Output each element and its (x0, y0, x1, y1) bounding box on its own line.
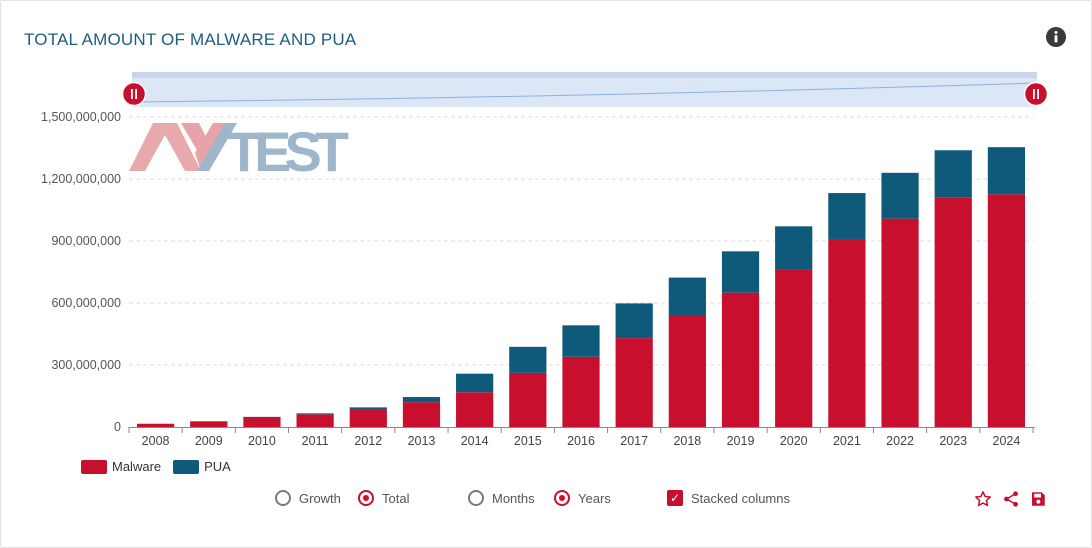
avtest-watermark: TEST (129, 120, 349, 183)
y-tick-label: 600,000,000 (51, 296, 121, 310)
x-tick-label: 2014 (461, 434, 489, 448)
bar-malware-2018[interactable] (668, 316, 706, 427)
total-radio[interactable]: Total (358, 490, 409, 506)
bar-pua-2016[interactable] (562, 325, 600, 357)
chart-title: TOTAL AMOUNT OF MALWARE AND PUA (24, 30, 357, 49)
bar-pua-2019[interactable] (721, 251, 760, 293)
bar-malware-2008[interactable] (136, 423, 175, 427)
bar-malware-2011[interactable] (296, 414, 334, 427)
bar-malware-2015[interactable] (509, 372, 547, 427)
bar-malware-2019[interactable] (721, 292, 760, 427)
bar-malware-2010[interactable] (243, 417, 281, 427)
x-tick-label: 2011 (302, 434, 329, 448)
bar-malware-2016[interactable] (562, 356, 600, 427)
bar-pua-2012[interactable] (349, 407, 387, 410)
navigator-handle-right[interactable] (1023, 81, 1049, 107)
bar-pua-2015[interactable] (509, 346, 547, 373)
save-icon[interactable] (1029, 490, 1047, 508)
bar-pua-2022[interactable] (881, 172, 919, 219)
x-tick-label: 2021 (833, 434, 861, 448)
y-tick-label: 1,200,000,000 (41, 172, 121, 186)
legend: Malware PUA (81, 459, 231, 474)
growth-radio-circle[interactable] (275, 490, 291, 506)
logo-dash (197, 123, 237, 171)
info-icon[interactable] (1046, 27, 1066, 47)
total-label: Total (382, 490, 410, 506)
y-tick-label: 0 (114, 420, 121, 434)
bar-pua-2011[interactable] (296, 413, 334, 415)
x-tick-label: 2024 (993, 434, 1021, 448)
y-tick-label: 1,500,000,000 (41, 110, 121, 124)
chart-controls: Growth Total Months Years ✓ Stacked colu… (1, 490, 1091, 514)
logo-test-text: TEST (227, 120, 349, 183)
legend-swatch-pua (173, 459, 200, 474)
total-radio-circle[interactable] (358, 490, 374, 506)
x-tick-label: 2015 (514, 434, 542, 448)
chart-plot: TEST 0 300,000,000 600,000,000 900,000,000 1… (41, 72, 1049, 448)
x-tick-label: 2022 (886, 434, 914, 448)
bar-pua-2010[interactable] (243, 416, 281, 418)
legend-label-malware: Malware (112, 459, 162, 474)
x-tick-label: 2013 (408, 434, 436, 448)
bar-malware-2020[interactable] (775, 269, 813, 427)
growth-label: Growth (299, 490, 341, 506)
bar-pua-2020[interactable] (775, 226, 813, 270)
navigator-scrollbar[interactable] (132, 72, 1037, 78)
y-tick-label: 900,000,000 (51, 234, 121, 248)
legend-label-pua: PUA (204, 459, 231, 474)
bar-pua-2024[interactable] (987, 147, 1026, 195)
bar-malware-2024[interactable] (987, 194, 1026, 427)
x-tick-label: 2009 (195, 434, 223, 448)
bar-malware-2017[interactable] (615, 338, 653, 427)
months-radio-circle[interactable] (468, 490, 484, 506)
logo-a-shape (129, 123, 201, 171)
share-icon[interactable] (1002, 490, 1020, 508)
bar-malware-2014[interactable] (456, 392, 494, 427)
growth-radio[interactable]: Growth (275, 490, 341, 506)
x-tick-label: 2017 (620, 434, 648, 448)
navigator-line (133, 82, 1036, 103)
bar-pua-2013[interactable] (402, 397, 441, 403)
x-tick-label: 2016 (567, 434, 595, 448)
x-tick-label: 2023 (939, 434, 967, 448)
bars (136, 147, 1026, 427)
x-axis: 2008 2009 2010 2011 2012 2013 2014 2015 2016 2017… (128, 427, 1034, 448)
bar-malware-2022[interactable] (881, 218, 919, 427)
years-radio[interactable]: Years (554, 490, 611, 506)
x-tick-label: 2012 (354, 434, 382, 448)
checkmark-icon[interactable]: ✓ (667, 490, 683, 506)
bar-pua-2018[interactable] (668, 277, 706, 317)
y-axis: 0 300,000,000 600,000,000 900,000,000 1,200,… (41, 110, 1035, 434)
x-tick-label: 2008 (142, 434, 170, 448)
star-icon[interactable] (974, 490, 992, 508)
legend-swatch-malware (81, 459, 107, 474)
legend-item-pua[interactable]: PUA (173, 459, 231, 474)
years-radio-circle[interactable] (554, 490, 570, 506)
bar-pua-2021[interactable] (828, 193, 866, 239)
stacked-columns-label: Stacked columns (691, 490, 790, 506)
range-navigator[interactable] (121, 72, 1049, 107)
bar-malware-2021[interactable] (828, 238, 866, 427)
years-label: Years (578, 490, 611, 506)
x-tick-label: 2018 (673, 434, 701, 448)
bar-pua-2014[interactable] (456, 373, 494, 393)
navigator-handle-left[interactable] (121, 81, 147, 107)
bar-pua-2023[interactable] (934, 150, 972, 198)
bar-pua-2017[interactable] (615, 303, 653, 339)
bar-malware-2023[interactable] (934, 197, 972, 427)
months-label: Months (492, 490, 535, 506)
x-tick-label: 2019 (727, 434, 755, 448)
bar-malware-2012[interactable] (349, 409, 387, 427)
y-tick-label: 300,000,000 (51, 358, 121, 372)
x-tick-label: 2010 (248, 434, 276, 448)
bar-malware-2009[interactable] (190, 421, 228, 427)
bar-malware-2013[interactable] (402, 402, 441, 427)
legend-item-malware[interactable]: Malware (81, 459, 161, 474)
months-radio[interactable]: Months (468, 490, 535, 506)
x-tick-label: 2020 (780, 434, 808, 448)
stacked-columns-checkbox[interactable]: ✓ Stacked columns (667, 490, 790, 506)
